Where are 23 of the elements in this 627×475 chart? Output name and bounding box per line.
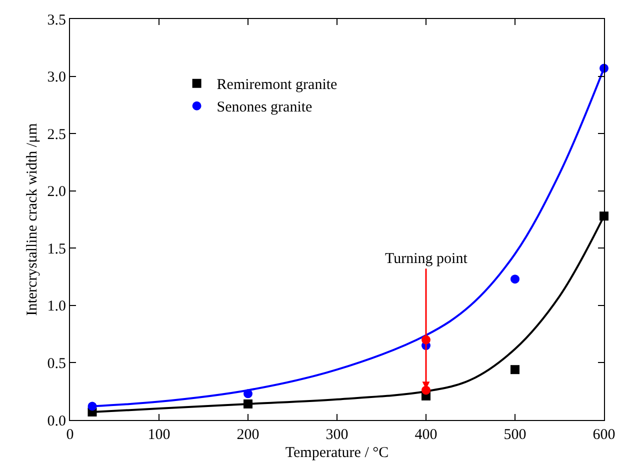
annotation: Turning point bbox=[385, 251, 468, 267]
point bbox=[422, 386, 430, 395]
x-tick-label: 0 bbox=[66, 427, 74, 443]
y-tick-label: 3.0 bbox=[47, 70, 66, 86]
x-tick-label: 100 bbox=[148, 427, 170, 443]
point bbox=[510, 365, 520, 374]
x-tick-label: 200 bbox=[236, 427, 260, 443]
x-tick-label: 500 bbox=[504, 427, 526, 443]
y-tick-label: 0.0 bbox=[47, 413, 66, 430]
x-tick-label: 300 bbox=[326, 427, 348, 443]
point bbox=[510, 274, 520, 284]
y-tick-label: 2.5 bbox=[47, 126, 66, 143]
legend-label: Remiremont granite bbox=[216, 77, 338, 94]
y-tick-label: 3.5 bbox=[47, 12, 66, 28]
x-tick-label: 600 bbox=[592, 427, 616, 443]
legend-label: Senones granite bbox=[216, 100, 313, 116]
x-axis-title: Temperature / °C bbox=[285, 445, 389, 461]
x-tick-label: 400 bbox=[414, 427, 438, 443]
y-tick-label: 1.0 bbox=[47, 298, 66, 315]
y-tick-label: 1.5 bbox=[47, 241, 66, 258]
y-tick-label: 2.0 bbox=[47, 184, 66, 200]
y-axis-title: Intercrystalline crack width /μm bbox=[24, 122, 40, 316]
y-tick-label: 0.5 bbox=[47, 356, 66, 372]
